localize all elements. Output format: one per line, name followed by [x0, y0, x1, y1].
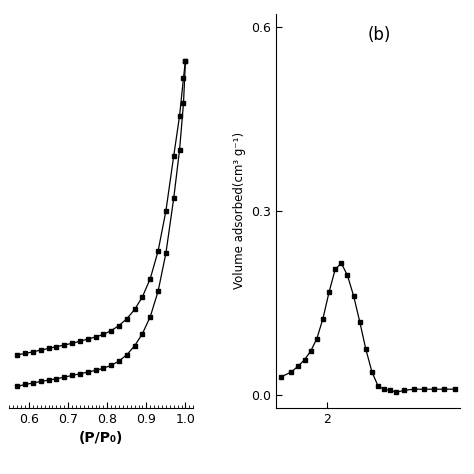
Y-axis label: Volume adsorbed(cm³ g⁻¹): Volume adsorbed(cm³ g⁻¹)	[233, 132, 246, 290]
X-axis label: (P/P₀): (P/P₀)	[79, 431, 124, 445]
Text: (b): (b)	[368, 26, 391, 44]
